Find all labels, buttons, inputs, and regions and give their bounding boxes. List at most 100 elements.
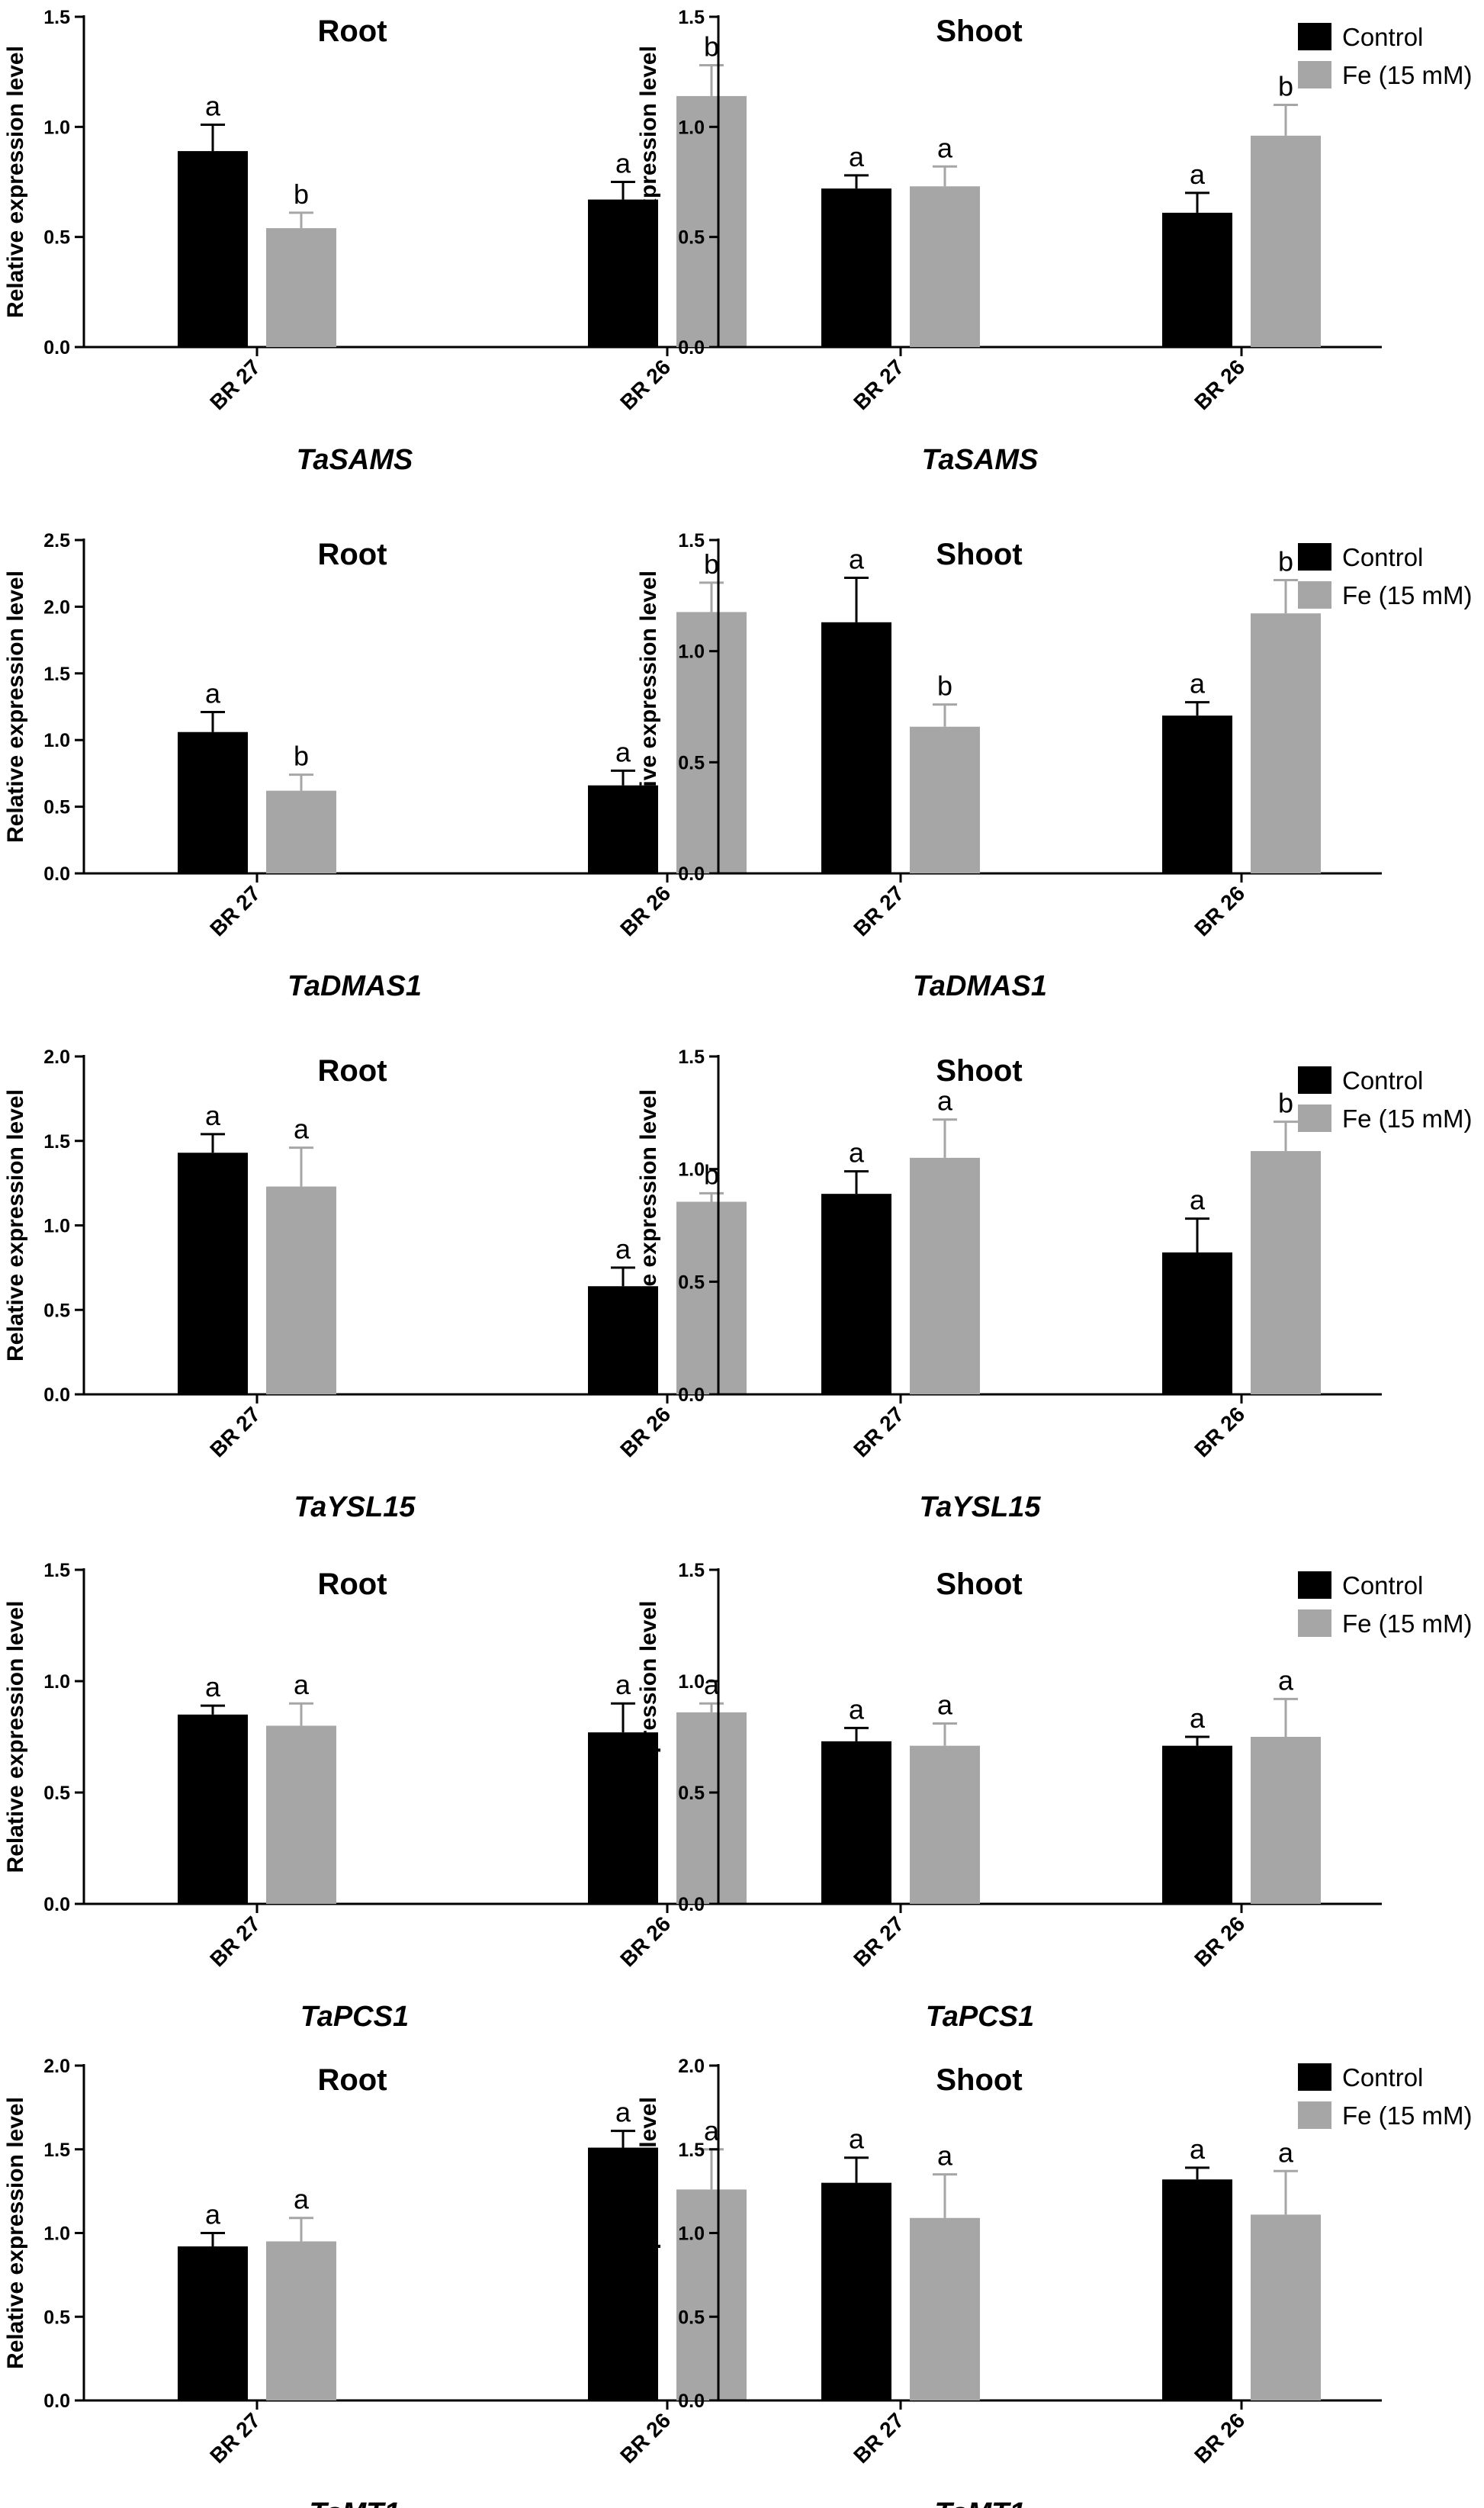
bar-fe-br27 [266,1186,336,1394]
bar-fe-br27 [910,2217,980,2400]
significance-letter: a [205,1100,221,1131]
panel-title: Shoot [936,2063,1022,2097]
significance-letter: a [205,2199,221,2230]
significance-letter: b [294,741,309,772]
y-axis-title: Relative expression level [636,571,661,843]
significance-letter: a [615,1233,631,1265]
bar-fe-br26 [676,612,747,873]
y-tick-label: 1.5 [678,1047,705,1068]
legend-2: Control Fe (15 mM) [1298,543,1473,609]
y-axis-title: Relative expression level [636,2097,661,2369]
y-tick-label: 0.5 [678,1272,705,1293]
y-tick-label: 1.0 [43,117,70,138]
gene-label: TaSAMS [922,444,1039,476]
legend-swatch-fe [1298,1104,1331,1132]
significance-letter: a [1278,1664,1294,1696]
bar-control-br27 [821,2182,891,2400]
gene-label: TaMT1 [310,2497,400,2508]
y-axis-title: Relative expression level [636,1089,661,1362]
bar-fe-br26 [1251,2214,1321,2400]
y-tick-label: 0.0 [43,2391,70,2412]
legend-swatch-control [1298,543,1331,571]
legend-swatch-control [1298,2063,1331,2091]
gene-label: TaDMAS1 [287,970,422,1002]
y-tick-label: 2.0 [678,2056,705,2077]
bar-fe-br26 [676,1201,747,1394]
significance-letter: a [294,1114,310,1145]
bar-control-br26 [588,2147,658,2400]
bar-control-br26 [588,1732,658,1904]
legend-label-fe: Fe (15 mM) [1342,61,1473,89]
significance-letter: a [615,1669,631,1700]
significance-letter: a [294,1669,310,1700]
y-axis-title: Relative expression level [3,1089,28,1362]
chart-panel-shoot-taysl15: 0.0 0.5 1.0 1.5 Relative expression level Sho… [636,1047,1382,1523]
bar-control-br27 [178,1153,248,1394]
significance-letter: a [849,544,865,575]
y-axis-title: Relative expression level [3,571,28,843]
legend-label-fe: Fe (15 mM) [1342,2101,1473,2130]
significance-letter: b [1278,70,1293,101]
gene-label: TaMT1 [935,2497,1026,2508]
y-tick-label: 2.5 [43,530,70,551]
legend-label-control: Control [1342,543,1423,571]
bar-control-br27 [821,622,891,873]
y-tick-label: 1.5 [43,664,70,685]
y-axis-title: Relative expression level [3,1601,28,1873]
significance-letter: a [1190,1185,1206,1216]
bar-fe-br26 [1251,1737,1321,1904]
y-axis-title: Relative expression level [636,46,661,318]
significance-letter: a [849,2124,865,2155]
significance-letter: b [1278,1088,1293,1119]
significance-letter: a [704,1669,720,1700]
bar-fe-br27 [910,1157,980,1394]
bar-fe-br27 [266,1725,336,1904]
panel-title: Shoot [936,1054,1022,1088]
legend-swatch-fe [1298,581,1331,609]
significance-letter: a [937,132,953,163]
bar-control-br26 [1162,1745,1232,1904]
significance-letter: a [1190,159,1206,190]
y-tick-label: 1.0 [43,730,70,751]
x-tick-label: BR 26 [1190,2408,1249,2468]
significance-letter: a [1190,2133,1206,2165]
significance-letter: a [849,141,865,172]
bar-control-br26 [1162,715,1232,873]
bar-control-br27 [178,151,248,347]
gene-label: TaPCS1 [926,2001,1034,2033]
gene-label: TaPCS1 [300,2001,409,2033]
x-tick-label: BR 26 [1190,881,1249,940]
significance-letter: a [205,677,221,709]
y-tick-label: 2.0 [43,596,70,618]
y-tick-label: 1.0 [43,1671,70,1693]
panel-title: Shoot [936,14,1022,48]
chart-panel-shoot-tapcs1: 0.0 0.5 1.0 1.5 Relative expression level Sho… [636,1560,1382,2033]
significance-letter: a [615,2097,631,2128]
significance-letter: a [937,2140,953,2172]
legend-label-fe: Fe (15 mM) [1342,1609,1473,1638]
x-tick-label: BR 27 [205,2408,265,2468]
y-tick-label: 0.0 [43,1894,70,1915]
bar-control-br27 [821,1194,891,1394]
significance-letter: a [704,2115,720,2146]
legend-label-fe: Fe (15 mM) [1342,1104,1473,1133]
chart-panel-root-taysl15: 0.0 0.5 1.0 1.5 2.0 Relative expression level… [3,1047,808,1523]
bar-fe-br27 [910,186,980,347]
x-tick-label: BR 26 [615,1402,675,1461]
y-axis-title: Relative expression level [636,1601,661,1873]
bar-fe-br26 [1251,1151,1321,1394]
significance-letter: b [704,1159,719,1190]
y-tick-label: 2.0 [43,2056,70,2077]
y-tick-label: 0.5 [43,227,70,249]
legend-label-control: Control [1342,1066,1423,1095]
bar-control-br26 [1162,212,1232,347]
legend-3: Control Fe (15 mM) [1298,1066,1473,1133]
bar-control-br26 [1162,2179,1232,2400]
legend-label-control: Control [1342,2063,1423,2092]
y-tick-label: 0.0 [678,1894,705,1915]
significance-letter: a [205,90,221,121]
y-tick-label: 0.5 [43,797,70,818]
bar-fe-br27 [910,726,980,873]
bar-fe-br27 [266,228,336,347]
